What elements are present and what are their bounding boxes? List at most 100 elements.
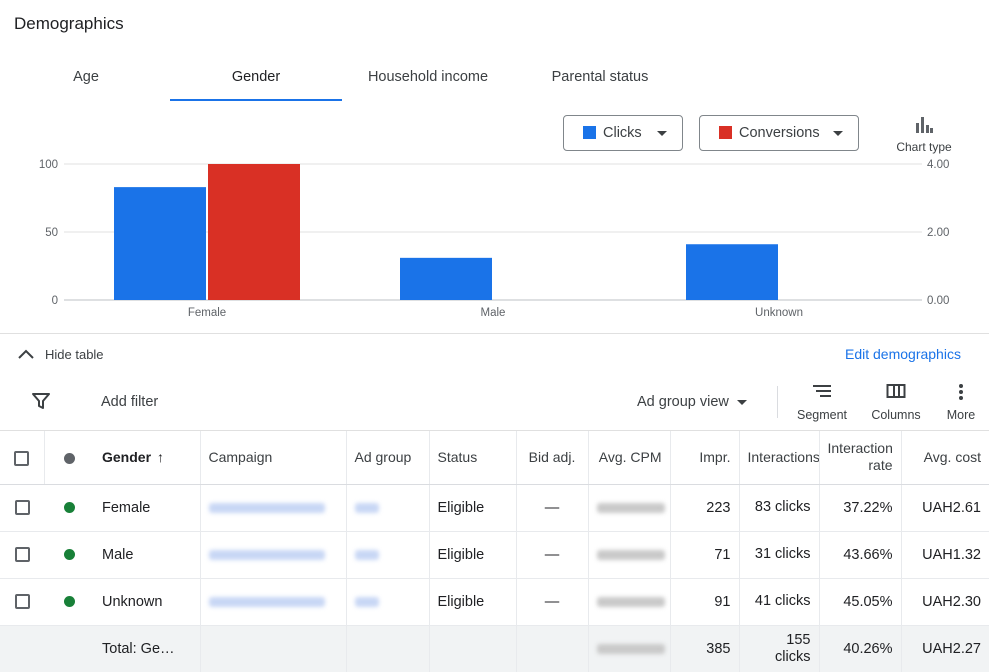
row-checkbox[interactable]: [14, 547, 30, 563]
row-status-cell: [44, 578, 94, 626]
divider: [0, 430, 989, 431]
chart-axis-labels: 100 4.00 50 2.00 0 0.00 Female Male Unknown: [39, 159, 950, 319]
total-empty-cell: [515, 625, 588, 672]
bar-clicks-male: [400, 257, 492, 300]
interactions-cell: 41 clicks: [738, 578, 819, 626]
total-empty-cell: [44, 625, 94, 672]
row-status-cell: [44, 484, 94, 532]
campaign-header[interactable]: Campaign: [199, 431, 346, 485]
avg-cost-header[interactable]: Avg. cost: [900, 431, 989, 485]
hide-table-label: Hide table: [45, 347, 104, 362]
ad-group-header[interactable]: Ad group: [345, 431, 429, 485]
demographic-tabs: Age Gender Household income Parental sta…: [0, 56, 989, 102]
avg-cpm-header[interactable]: Avg. CPM: [587, 431, 670, 485]
y-right-tick-label: 2.00: [927, 227, 949, 239]
bid-adj-cell[interactable]: —: [515, 578, 588, 626]
ad-group-cell[interactable]: [345, 484, 429, 532]
avg-cpm-redacted: [596, 502, 665, 513]
columns-label: Columns: [871, 408, 921, 422]
status-header[interactable]: Status: [428, 431, 516, 485]
total-label-cell: Total: Ge…: [94, 625, 200, 672]
clicks-color-swatch: [583, 126, 596, 139]
bid-adj-cell[interactable]: —: [515, 484, 588, 532]
impr-cell: 71: [669, 531, 739, 579]
campaign-cell[interactable]: [199, 484, 346, 532]
x-tick-label: Male: [481, 307, 506, 319]
more-button[interactable]: More: [929, 383, 989, 425]
toolbar-divider: [777, 386, 778, 418]
tab-age[interactable]: Age: [73, 69, 99, 85]
interaction-rate-cell: 43.66%: [818, 531, 901, 579]
avg-cost-cell: UAH1.32: [900, 531, 989, 579]
metric-select-conversions[interactable]: Conversions: [699, 115, 859, 151]
x-tick-label: Unknown: [755, 307, 803, 319]
total-empty-cell: [345, 625, 429, 672]
ad-group-cell[interactable]: [345, 578, 429, 626]
edit-demographics-link[interactable]: Edit demographics: [845, 346, 961, 362]
bar-conversions-female: [208, 164, 300, 300]
segment-label: Segment: [796, 408, 848, 422]
chart-type-button[interactable]: Chart type: [888, 115, 960, 155]
row-status-cell: [44, 531, 94, 579]
ad-group-cell[interactable]: [345, 531, 429, 579]
chart-gridlines: [64, 163, 922, 301]
campaign-cell[interactable]: [199, 531, 346, 579]
impr-header[interactable]: Impr.: [669, 431, 739, 485]
bid-adj-cell[interactable]: —: [515, 531, 588, 579]
chart-type-label: Chart type: [896, 140, 952, 154]
more-label: More: [946, 408, 976, 422]
status-dot-icon: [63, 596, 75, 608]
table-row[interactable]: Unknown Eligible — 91 41 clicks 45.05% U…: [0, 578, 989, 626]
total-empty-cell: [428, 625, 516, 672]
tab-household-income[interactable]: Household income: [367, 69, 489, 85]
ad-group-redacted: [354, 596, 379, 607]
segment-button[interactable]: Segment: [790, 383, 854, 425]
bar-clicks-female: [114, 187, 206, 300]
gender-cell: Male: [94, 531, 200, 579]
table-row[interactable]: Female Eligible — 223 83 clicks 37.22% U…: [0, 484, 989, 532]
status-cell: Eligible: [428, 531, 516, 579]
bar-chart-icon: [916, 117, 933, 133]
total-interaction-rate-cell: 40.26%: [818, 625, 901, 672]
avg-cpm-redacted: [596, 549, 665, 560]
tab-parental-status[interactable]: Parental status: [551, 69, 649, 85]
interactions-cell: 31 clicks: [738, 531, 819, 579]
metric-label: Conversions: [739, 125, 820, 141]
filter-button[interactable]: [31, 391, 51, 416]
table-row[interactable]: Male Eligible — 71 31 clicks 43.66% UAH1…: [0, 531, 989, 579]
ad-group-redacted: [354, 502, 379, 513]
conversions-color-swatch: [719, 126, 732, 139]
gender-header[interactable]: Gender ↑: [94, 431, 200, 485]
chart-bars: [114, 164, 778, 300]
arrow-up-icon: ↑: [157, 449, 165, 466]
metric-select-clicks[interactable]: Clicks: [563, 115, 683, 151]
ad-group-redacted: [354, 549, 379, 560]
chevron-down-icon: [736, 399, 747, 405]
gender-cell: Female: [94, 484, 200, 532]
tab-gender[interactable]: Gender: [170, 56, 342, 101]
view-select[interactable]: Ad group view: [637, 394, 747, 410]
chevron-down-icon: [657, 131, 667, 136]
interactions-header[interactable]: Interactions: [738, 431, 819, 485]
total-impr-cell: 385: [669, 625, 739, 672]
status-dot-header: [43, 431, 94, 485]
status-cell: Eligible: [428, 484, 516, 532]
row-select-cell: [0, 578, 44, 626]
row-checkbox[interactable]: [14, 500, 30, 516]
y-right-tick-label: 0.00: [927, 295, 949, 307]
select-all-checkbox[interactable]: [14, 450, 30, 466]
total-interactions-cell: 155 clicks: [738, 625, 819, 672]
avg-cpm-redacted: [596, 643, 665, 654]
total-empty-cell: [199, 625, 346, 672]
columns-button[interactable]: Columns: [864, 383, 928, 425]
campaign-redacted: [208, 596, 325, 607]
bid-adj-header[interactable]: Bid adj.: [515, 431, 588, 485]
add-filter-button[interactable]: Add filter: [101, 394, 159, 410]
bar-clicks-unknown: [686, 244, 778, 300]
y-left-tick-label: 100: [39, 159, 58, 171]
x-tick-label: Female: [188, 307, 226, 319]
campaign-cell[interactable]: [199, 578, 346, 626]
row-checkbox[interactable]: [14, 594, 30, 610]
interaction-rate-header[interactable]: Interaction rate: [818, 431, 901, 485]
y-left-tick-label: 50: [45, 227, 58, 239]
